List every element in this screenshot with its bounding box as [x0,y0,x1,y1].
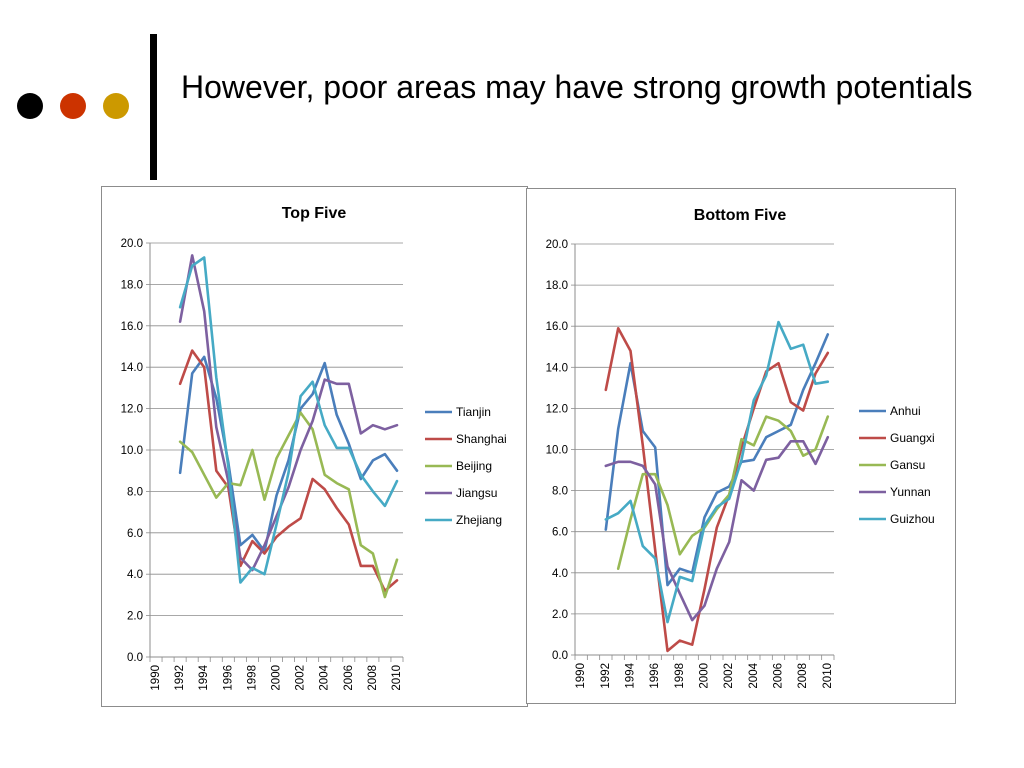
y-tick-label: 14.0 [121,362,143,374]
series-line-zhejiang [178,256,399,584]
series-line-anhui [604,333,830,587]
chart-title: Top Five [282,205,347,222]
y-tick-label: 8.0 [552,486,568,498]
y-tick-label: 2.0 [552,609,568,621]
y-tick-label: 10.0 [121,445,143,457]
legend-label-shanghai: Shanghai [456,432,507,446]
x-tick-label: 2004 [319,664,331,690]
y-tick-label: 12.0 [546,403,568,415]
legend-label-beijing: Beijing [456,459,492,473]
series-line-beijing [178,411,399,599]
title-divider-bar [150,34,157,180]
series-line-guangxi [604,327,830,653]
black-bullet-dot [17,93,43,119]
y-tick-label: 0.0 [552,650,568,662]
x-tick-label: 1992 [174,665,186,691]
y-tick-label: 16.0 [121,321,143,333]
y-tick-label: 18.0 [546,280,568,292]
x-tick-label: 2004 [748,662,760,688]
x-tick-label: 2010 [822,663,834,689]
x-tick-label: 1998 [246,665,258,691]
y-tick-label: 16.0 [546,321,568,333]
y-tick-label: 18.0 [121,279,143,291]
x-tick-label: 2008 [797,663,809,689]
series-line-jiangsu [178,254,399,572]
y-tick-label: 20.0 [546,239,568,251]
x-tick-label: 2000 [271,665,283,691]
series-line-guizhou [604,320,830,624]
slide-title: However, poor areas may have strong grow… [181,69,973,105]
y-tick-label: 20.0 [121,238,143,250]
y-tick-label: 6.0 [127,528,143,540]
legend-label-guangxi: Guangxi [890,431,935,445]
x-tick-label: 2010 [391,665,403,691]
x-tick-label: 2000 [699,663,711,689]
series-line-tianjin [178,355,399,553]
x-tick-label: 2006 [773,663,785,689]
y-tick-label: 2.0 [127,611,143,623]
bottom-five-chart: Bottom Five 0.0 2.0 4.0 6.0 8.0 10.0 12.0 14.0 16… [546,207,935,689]
x-tick-label: 2002 [723,663,735,689]
x-tick-label: 1990 [575,663,587,689]
legend-label-guizhou: Guizhou [890,512,935,526]
y-tick-label: 4.0 [127,569,143,581]
y-tick-label: 12.0 [121,404,143,416]
y-tick-label: 14.0 [546,362,568,374]
gold-bullet-dot [103,93,129,119]
y-tick-label: 0.0 [127,652,143,664]
x-tick-label: 1994 [625,662,637,688]
y-tick-label: 6.0 [552,527,568,539]
y-tick-label: 10.0 [546,445,568,457]
legend-label-anhui: Anhui [890,404,921,418]
red-bullet-dot [60,93,86,119]
bottom-five-chart-panel: Bottom Five 0.0 2.0 4.0 6.0 8.0 10.0 12.0 14.0 16… [526,188,956,704]
x-tick-label: 2002 [295,665,307,691]
legend-label-zhejiang: Zhejiang [456,513,502,527]
x-tick-label: 1998 [674,663,686,689]
legend-label-jiangsu: Jiangsu [456,486,497,500]
legend-label-gansu: Gansu [890,458,925,472]
y-tick-label: 4.0 [552,568,568,580]
y-tick-label: 8.0 [127,486,143,498]
x-tick-label: 1996 [222,665,234,691]
legend-label-tianjin: Tianjin [456,405,491,419]
x-tick-label: 1994 [198,664,210,690]
chart-title: Bottom Five [694,207,787,224]
top-five-chart: Top Five 0.0 2.0 4.0 6.0 8.0 10.0 12.0 14.0 16.0 1… [121,205,507,691]
legend-label-yunnan: Yunnan [890,485,931,499]
top-five-chart-panel: Top Five 0.0 2.0 4.0 6.0 8.0 10.0 12.0 14.0 16.0 1… [101,186,528,707]
x-tick-label: 1990 [150,665,162,691]
x-tick-label: 2006 [343,665,355,691]
series-line-yunnan [604,435,830,622]
x-tick-label: 2008 [367,665,379,691]
x-tick-label: 1996 [649,663,661,689]
series-line-shanghai [178,349,399,593]
x-tick-label: 1992 [600,663,612,689]
